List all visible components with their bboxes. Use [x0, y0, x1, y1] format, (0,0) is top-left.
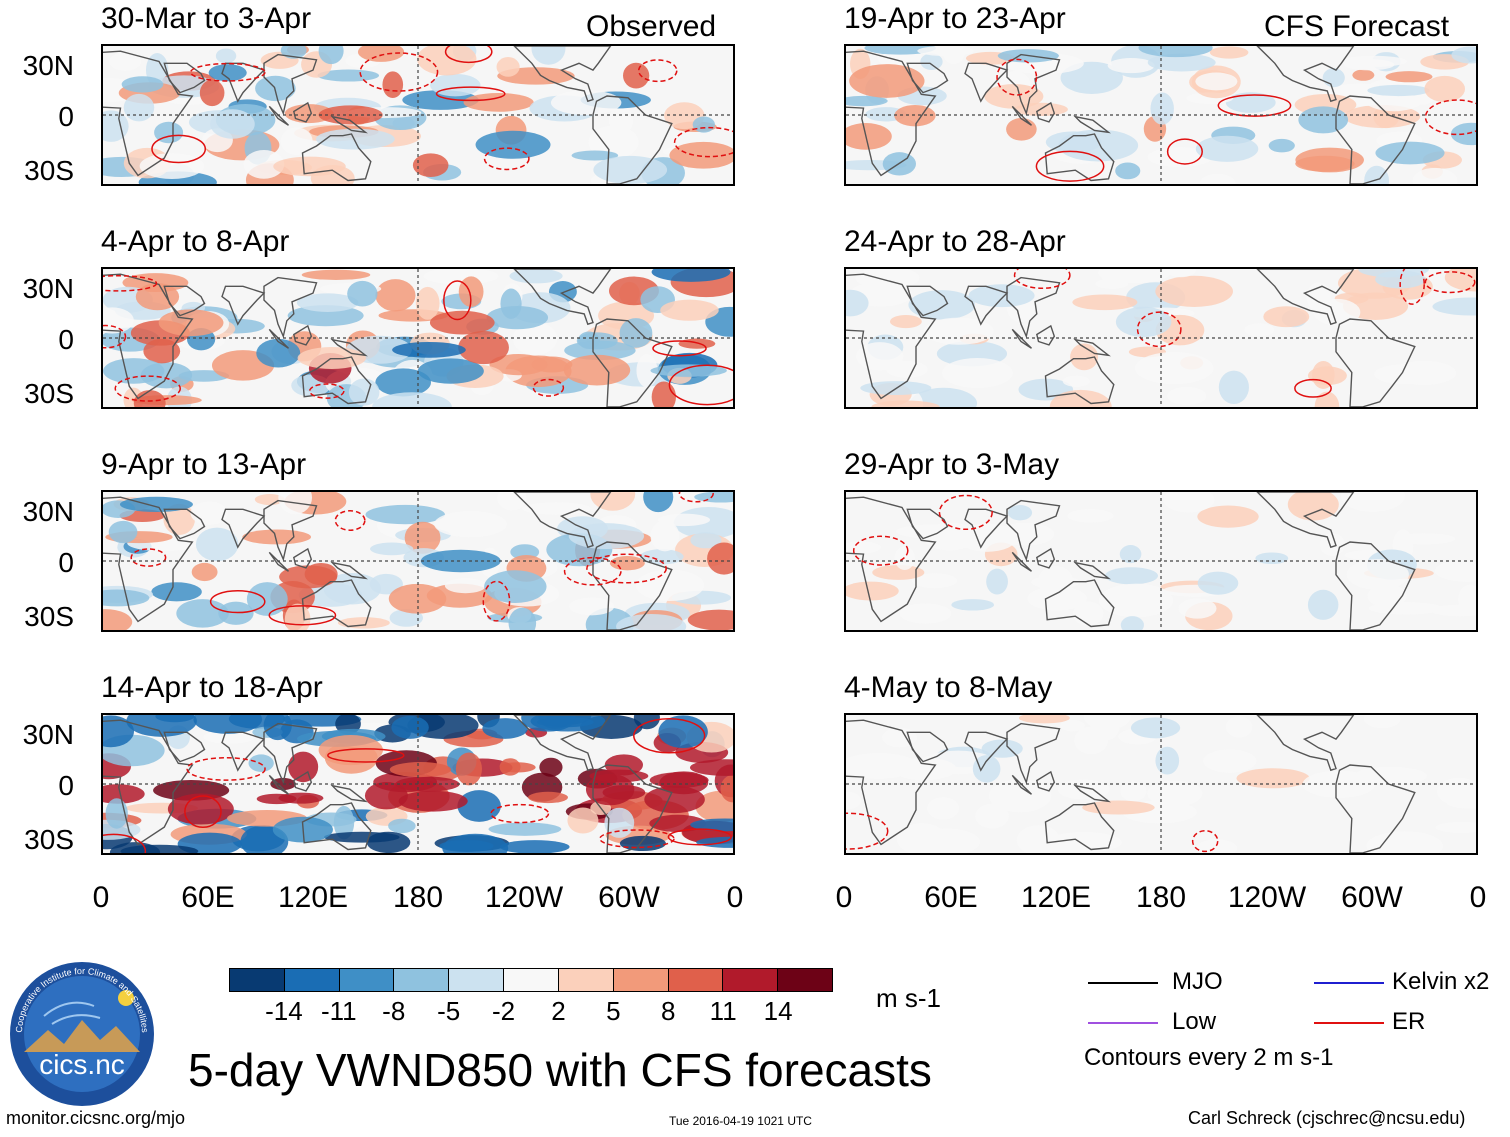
fcst-panel-title-4: 4-May to 8-May	[844, 671, 1053, 704]
legend-line-er	[1314, 1022, 1384, 1024]
colorbar-tick-label: -2	[491, 996, 516, 1026]
lat-label-30n: 30N	[22, 496, 74, 527]
lat-label-eq: 0	[58, 101, 74, 132]
wind-anomaly-field	[846, 269, 1476, 407]
wind-anomaly-field	[103, 492, 733, 630]
lon-label-60w: 60W	[598, 881, 660, 914]
colorbar-swatch	[339, 969, 395, 991]
wind-anomaly-field	[103, 269, 733, 407]
fcst-panel-title-1: 19-Apr to 23-Apr	[844, 2, 1066, 35]
fcst-panel-title-3: 29-Apr to 3-May	[844, 448, 1060, 481]
lat-label-30s: 30S	[24, 824, 74, 855]
cics-logo: cics.nc Cooperative Institute for Climat…	[10, 962, 154, 1106]
lat-label-30n: 30N	[22, 273, 74, 304]
lon-label-180: 180	[1135, 881, 1187, 914]
wind-anomaly-field	[103, 715, 733, 853]
lat-label-eq: 0	[58, 547, 74, 578]
colorbar-swatch	[668, 969, 724, 991]
lat-label-eq: 0	[58, 770, 74, 801]
fcst-panel-title-2: 24-Apr to 28-Apr	[844, 225, 1066, 258]
colorbar-swatch	[504, 969, 559, 991]
colorbar-swatch	[284, 969, 340, 991]
lon-label-60e: 60E	[924, 881, 978, 914]
legend-label-kelvin: Kelvin x2	[1392, 968, 1490, 995]
colorbar-tick-label: -5	[437, 996, 461, 1026]
lon-label-0: 0	[92, 881, 110, 914]
lon-label-0: 0	[835, 881, 853, 914]
colorbar-swatch	[558, 969, 614, 991]
lat-label-30s: 30S	[24, 601, 74, 632]
obs-map-panel-1	[101, 44, 735, 186]
lat-label-30s: 30S	[24, 155, 74, 186]
legend-line-low	[1088, 1022, 1158, 1024]
lat-label-30s: 30S	[24, 378, 74, 409]
fcst-map-panel-2	[844, 267, 1478, 409]
legend-label-low: Low	[1172, 1008, 1217, 1035]
obs-map-panel-4	[101, 713, 735, 855]
lon-label-60w: 60W	[1341, 881, 1403, 914]
colorbar-tick-label: 5	[606, 996, 621, 1026]
colorbar	[229, 968, 833, 992]
forecast-header: CFS Forecast	[1264, 10, 1450, 43]
obs-panel-title-1: 30-Mar to 3-Apr	[101, 2, 312, 35]
obs-map-panel-2	[101, 267, 735, 409]
contours-note: Contours every 2 m s-1	[1084, 1044, 1334, 1071]
colorbar-tick-label: 14	[763, 996, 793, 1026]
lat-label-eq: 0	[58, 324, 74, 355]
fcst-map-panel-1	[844, 44, 1478, 186]
lon-label-0-end: 0	[726, 881, 744, 914]
observed-header: Observed	[586, 10, 717, 43]
colorbar-units: m s-1	[876, 983, 941, 1013]
obs-panel-title-4: 14-Apr to 18-Apr	[101, 671, 323, 704]
wind-anomaly-field	[103, 46, 733, 184]
footer-timestamp: Tue 2016-04-19 1021 UTC	[669, 1114, 812, 1128]
colorbar-swatch	[723, 969, 779, 991]
obs-map-panel-3	[101, 490, 735, 632]
legend-label-er: ER	[1392, 1008, 1426, 1035]
colorbar-tick-label: 8	[661, 996, 676, 1026]
footer-url: monitor.cicsnc.org/mjo	[6, 1108, 186, 1128]
lon-label-120e: 120E	[1020, 881, 1092, 914]
fcst-map-panel-4	[844, 713, 1478, 855]
legend-line-kelvin	[1314, 982, 1384, 984]
colorbar-swatch	[394, 969, 450, 991]
colorbar-swatch	[778, 969, 832, 991]
wind-anomaly-field	[846, 715, 1476, 853]
lon-label-120e: 120E	[277, 881, 349, 914]
colorbar-tick-label: -8	[382, 996, 406, 1026]
lat-label-30n: 30N	[22, 50, 74, 81]
legend-label-mjo: MJO	[1172, 968, 1223, 995]
colorbar-swatch	[449, 969, 505, 991]
legend-line-mjo	[1088, 982, 1158, 984]
wind-anomaly-field	[846, 492, 1476, 630]
lon-label-120w: 120W	[1227, 881, 1307, 914]
lon-label-180: 180	[392, 881, 444, 914]
colorbar-tick-label: -11	[320, 996, 357, 1026]
main-title: 5-day VWND850 with CFS forecasts	[188, 1044, 932, 1096]
fcst-map-panel-3	[844, 490, 1478, 632]
colorbar-tick-label: -14	[265, 996, 303, 1026]
obs-panel-title-2: 4-Apr to 8-Apr	[101, 225, 290, 258]
colorbar-swatch	[230, 969, 285, 991]
wind-anomaly-field	[846, 46, 1476, 184]
lon-label-0-end: 0	[1469, 881, 1487, 914]
logo-text: cics.nc	[39, 1049, 125, 1080]
obs-panel-title-3: 9-Apr to 13-Apr	[101, 448, 307, 481]
lon-label-120w: 120W	[484, 881, 564, 914]
footer-credit: Carl Schreck (cjschrec@ncsu.edu)	[1188, 1108, 1466, 1128]
lat-label-30n: 30N	[22, 719, 74, 750]
colorbar-tick-label: 11	[709, 996, 737, 1026]
lon-label-60e: 60E	[181, 881, 235, 914]
colorbar-swatch	[613, 969, 669, 991]
colorbar-tick-label: 2	[551, 996, 566, 1026]
